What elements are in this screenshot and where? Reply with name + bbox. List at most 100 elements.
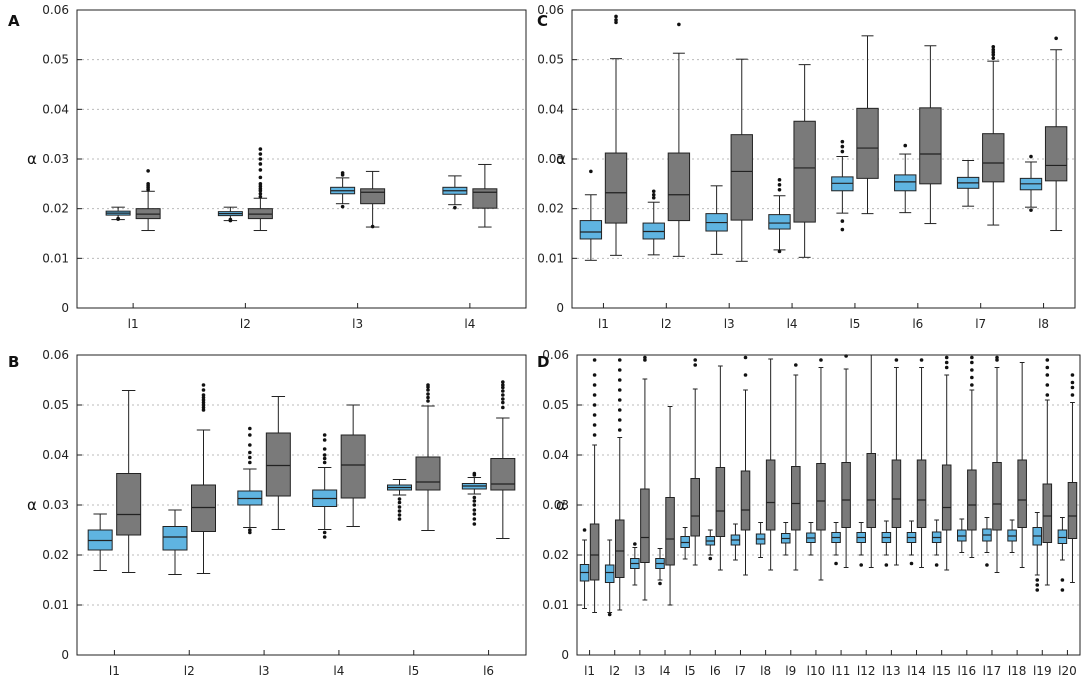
outlier-point bbox=[472, 517, 477, 521]
outlier-point bbox=[397, 500, 402, 505]
panel-b: 0 0.01 0.02 0.03 0.04 0.05 0.06 α Bl1 l2 l3 l4 l5 l6 bbox=[8, 348, 527, 678]
box-gray bbox=[891, 459, 902, 528]
outlier-point bbox=[643, 358, 647, 362]
outlier-point bbox=[322, 438, 327, 442]
x-tick-label: l5 bbox=[685, 664, 696, 678]
x-tick-label: l18 bbox=[1008, 664, 1027, 678]
outlier-point bbox=[985, 563, 989, 567]
outlier-point bbox=[1060, 578, 1065, 582]
x-tick-label: l8 bbox=[760, 664, 771, 678]
outlier-point bbox=[258, 147, 263, 151]
x-tick-label: l10 bbox=[807, 664, 826, 678]
outlier-point bbox=[589, 169, 593, 174]
x-tick-label: l8 bbox=[1038, 317, 1049, 331]
outlier-point bbox=[426, 392, 430, 396]
outlier-point bbox=[1070, 373, 1075, 377]
outlier-point bbox=[1045, 365, 1050, 370]
y-tick-label: 0 bbox=[61, 301, 69, 315]
outlier-point bbox=[501, 405, 505, 410]
outlier-point bbox=[617, 378, 622, 382]
outlier-point bbox=[614, 18, 618, 22]
outlier-point bbox=[708, 556, 713, 561]
box-gray bbox=[866, 453, 877, 528]
outlier-point bbox=[840, 227, 845, 232]
y-tick-label: 0.05 bbox=[42, 398, 69, 412]
outlier-point bbox=[834, 561, 838, 566]
outlier-point bbox=[592, 358, 597, 362]
x-tick-label: l7 bbox=[975, 317, 986, 331]
outlier-point bbox=[777, 187, 782, 192]
panel-letter: D bbox=[537, 353, 549, 371]
x-tick-label: l5 bbox=[408, 664, 419, 678]
outlier-point bbox=[693, 358, 698, 362]
outlier-point bbox=[501, 400, 505, 405]
outlier-point bbox=[777, 183, 782, 187]
outlier-point bbox=[322, 447, 327, 451]
x-tick-label: l7 bbox=[735, 664, 746, 678]
outlier-point bbox=[472, 522, 477, 526]
outlier-point bbox=[944, 365, 949, 370]
box-gray bbox=[992, 462, 1002, 531]
outlier-point bbox=[1045, 358, 1050, 362]
outlier-point bbox=[995, 358, 999, 362]
x-tick-label: l13 bbox=[882, 664, 901, 678]
box-gray bbox=[690, 478, 700, 537]
box-gray bbox=[941, 464, 952, 531]
outlier-point bbox=[840, 144, 845, 149]
box-gray bbox=[919, 107, 942, 185]
outlier-point bbox=[201, 405, 206, 410]
outlier-point bbox=[248, 530, 252, 535]
x-tick-label: l4 bbox=[660, 664, 671, 678]
outlier-point bbox=[397, 517, 402, 521]
outlier-point bbox=[991, 47, 996, 52]
outlier-point bbox=[397, 497, 402, 501]
axes-frame bbox=[76, 9, 527, 309]
x-tick-label: l2 bbox=[609, 664, 620, 678]
outlier-point bbox=[909, 561, 914, 566]
outlier-point bbox=[258, 194, 263, 199]
y-axis-label: α bbox=[556, 496, 566, 514]
x-tick-label: l9 bbox=[785, 664, 796, 678]
box-gray bbox=[841, 462, 851, 528]
x-tick-label: l1 bbox=[598, 317, 609, 331]
outlier-point bbox=[322, 535, 327, 539]
box-gray bbox=[265, 432, 291, 497]
outlier-point bbox=[426, 395, 430, 400]
x-tick-label: l15 bbox=[932, 664, 951, 678]
y-tick-label: 0.01 bbox=[42, 598, 69, 612]
y-tick-label: 0.04 bbox=[542, 448, 569, 462]
outlier-point bbox=[248, 528, 252, 532]
x-tick-label: l12 bbox=[857, 664, 876, 678]
outlier-point bbox=[501, 385, 505, 390]
outlier-point bbox=[248, 455, 252, 460]
panel-letter: A bbox=[8, 12, 20, 30]
y-tick-label: 0.06 bbox=[537, 3, 564, 17]
box-gray bbox=[340, 434, 366, 499]
outlier-point bbox=[1035, 588, 1040, 592]
outlier-point bbox=[592, 423, 597, 427]
x-tick-label: l6 bbox=[710, 664, 721, 678]
outlier-point bbox=[258, 152, 263, 156]
outlier-point bbox=[426, 388, 430, 392]
outlier-point bbox=[592, 373, 597, 377]
y-tick-label: 0 bbox=[561, 648, 569, 662]
box-blue bbox=[579, 220, 603, 240]
box-gray bbox=[665, 497, 675, 566]
y-tick-label: 0.03 bbox=[42, 152, 69, 166]
x-tick-label: l11 bbox=[832, 664, 851, 678]
outlier-point bbox=[995, 355, 999, 360]
outlier-point bbox=[201, 395, 206, 400]
outlier-point bbox=[472, 503, 477, 507]
outlier-point bbox=[1060, 588, 1065, 592]
outlier-point bbox=[614, 20, 618, 25]
y-tick-label: 0.05 bbox=[537, 53, 564, 67]
box-gray bbox=[765, 459, 776, 531]
outlier-point bbox=[201, 388, 206, 392]
outlier-point bbox=[617, 358, 622, 362]
x-tick-label: l2 bbox=[661, 317, 672, 331]
y-tick-label: 0.05 bbox=[42, 53, 69, 67]
outlier-point bbox=[426, 399, 430, 403]
outlier-point bbox=[453, 205, 457, 210]
outlier-point bbox=[1029, 154, 1033, 159]
box-gray bbox=[640, 488, 650, 563]
